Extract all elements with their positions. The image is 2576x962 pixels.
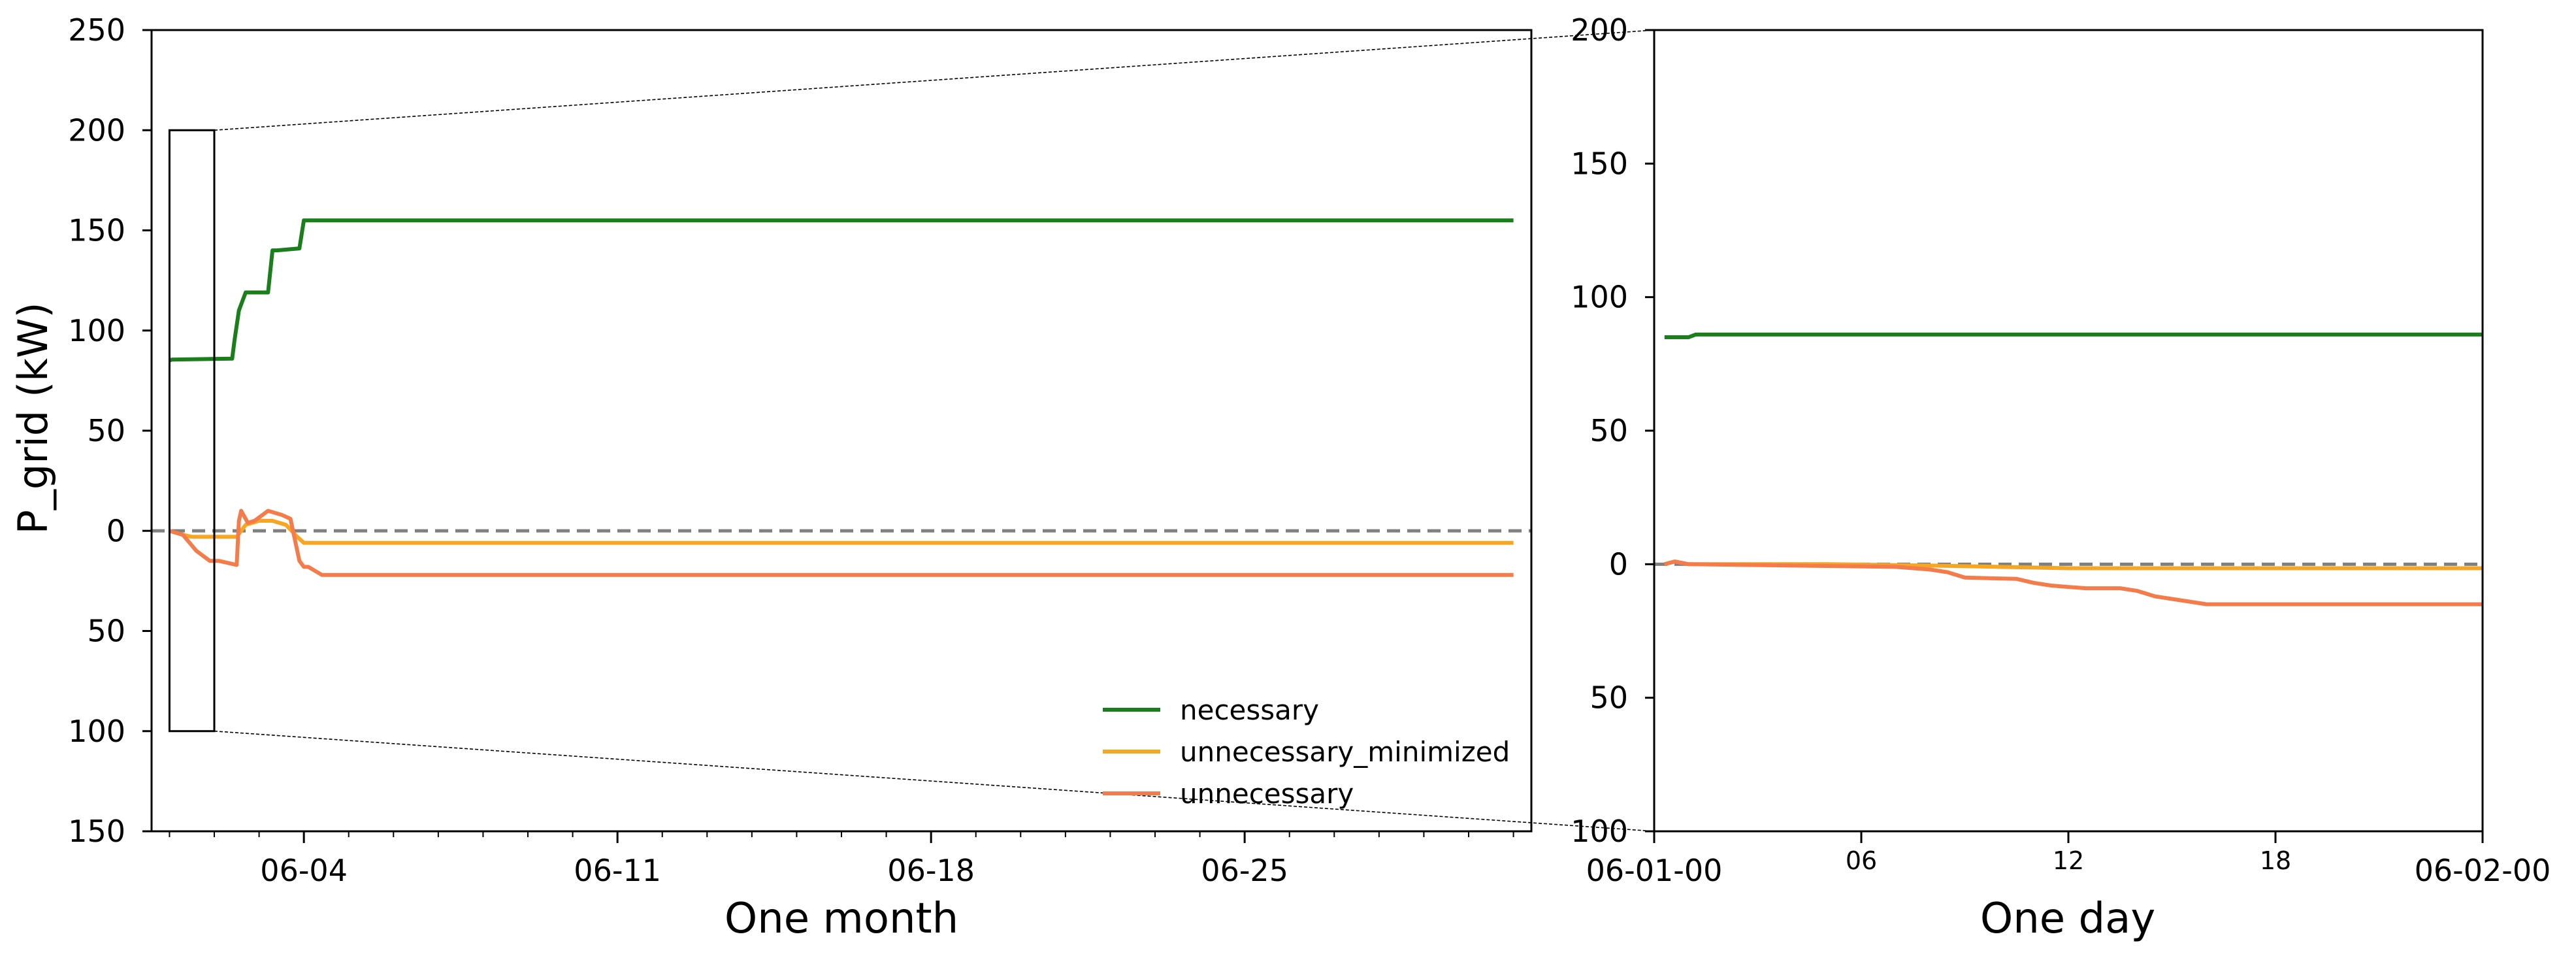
main-x-tick-label: 06-04	[260, 853, 348, 888]
main-series-line-necessary	[169, 218, 1514, 363]
inset-y-tick-label: 200	[1571, 12, 1628, 48]
main-y-tick-label: 150	[68, 814, 125, 849]
inset-x-tick-label: 18	[2260, 846, 2291, 875]
legend-label-unnecessary-minimized: unnecessary_minimized	[1180, 736, 1510, 768]
inset-x-tick-label: 06-02-00	[2415, 853, 2551, 888]
zoom-connector-bottom	[214, 730, 1655, 832]
main-y-tick-label: 100	[68, 714, 125, 749]
main-panel: 250 200 150 100 50 0 50 100 150 06-04 06-11 06-18 06…	[68, 12, 1533, 888]
zoom-connector-lines	[214, 29, 1655, 832]
main-x-tick-label: 06-25	[1201, 853, 1288, 888]
main-series-line-unnecessary	[169, 508, 1514, 577]
zoom-region-box	[168, 129, 216, 733]
main-y-tick-label: 250	[68, 12, 125, 48]
inset-y-tick-label: 150	[1571, 146, 1628, 181]
inset-x-tick-label: 12	[2053, 846, 2084, 875]
legend: necessary unnecessary_minimized unnecessar…	[1103, 694, 1510, 810]
inset-panel: 200 150 100 50 0 50 100 06-01-00 06 12 18 06-02-00	[1571, 12, 2551, 888]
inset-x-tick-label: 06-01-00	[1586, 853, 1723, 888]
inset-x-tick-label: 06	[1846, 846, 1877, 875]
main-y-tick-label: 100	[68, 313, 125, 348]
main-y-tick-label: 200	[68, 112, 125, 148]
legend-label-unnecessary: unnecessary	[1180, 778, 1354, 810]
inset-series-line-necessary	[1664, 332, 2483, 339]
inset-y-tick-label: 50	[1590, 680, 1628, 716]
main-y-tick-label: 50	[87, 614, 125, 649]
main-x-tick-label: 06-11	[574, 853, 661, 888]
inset-y-tick-label: 50	[1590, 413, 1628, 448]
inset-y-tick-label: 100	[1571, 814, 1628, 849]
x-axis-label-main: One month	[725, 895, 958, 943]
legend-label-necessary: necessary	[1180, 694, 1319, 726]
inset-y-tick-label: 0	[1609, 546, 1628, 582]
main-y-tick-label: 50	[87, 413, 125, 448]
main-y-tick-label: 0	[106, 513, 125, 548]
x-axis-label-inset: One day	[1980, 895, 2155, 943]
main-y-tick-label: 150	[68, 213, 125, 248]
zoom-connector-top	[214, 29, 1655, 131]
inset-series-line-unnecessary	[1664, 559, 2483, 606]
y-axis-label: P_grid (kW)	[9, 302, 57, 534]
main-x-tick-label: 06-18	[887, 853, 975, 888]
inset-y-tick-label: 100	[1571, 280, 1628, 315]
